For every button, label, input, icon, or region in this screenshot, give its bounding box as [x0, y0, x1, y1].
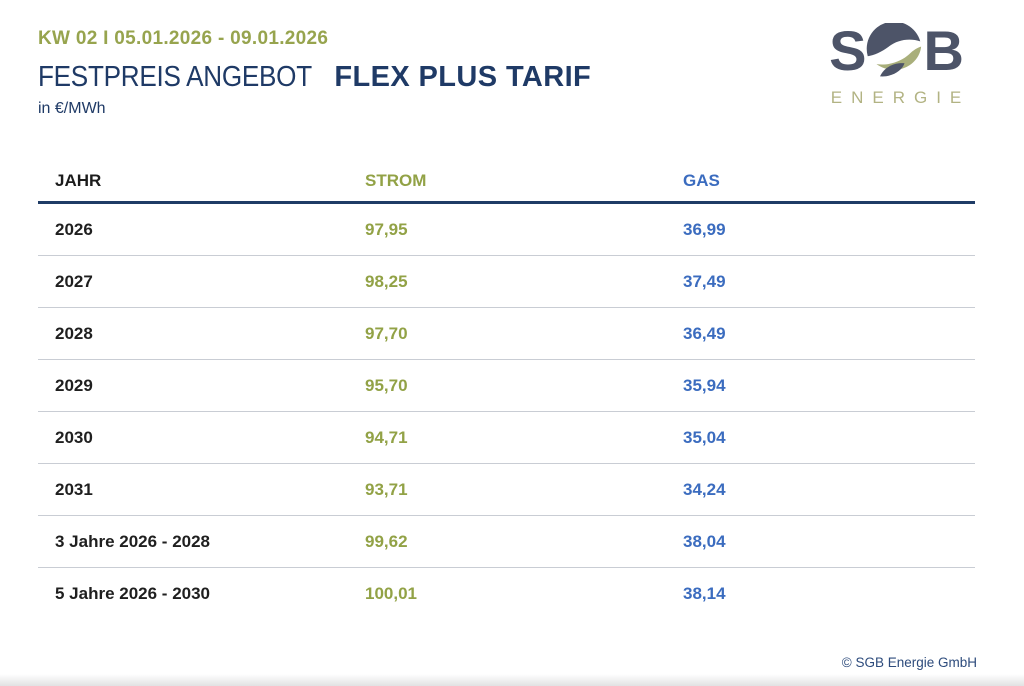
table-row: 5 Jahre 2026 - 2030 100,01 38,14 — [38, 568, 975, 620]
calendar-week-label: KW 02 I 05.01.2026 - 09.01.2026 — [38, 28, 329, 49]
table-row: 2026 97,95 36,99 — [38, 204, 975, 256]
row-label: 2030 — [55, 427, 93, 447]
gas-value: 35,04 — [683, 427, 726, 447]
page-title-regular: FESTPREIS ANGEBOT — [38, 61, 312, 93]
logo-subtitle: ENERGIE — [830, 88, 971, 107]
logo-leaf-g-icon — [867, 23, 922, 77]
page-title-bold: FLEX PLUS TARIF — [334, 61, 592, 93]
price-table: JAHR STROM GAS 2026 97,95 36,99 2027 98,… — [38, 160, 975, 620]
row-label: 2026 — [55, 219, 93, 239]
logo-letter-s: S — [829, 19, 866, 82]
strom-value: 98,25 — [365, 271, 408, 291]
table-header-row: JAHR STROM GAS — [38, 160, 975, 204]
column-header-jahr: JAHR — [55, 170, 102, 190]
strom-value: 97,70 — [365, 323, 408, 343]
row-label: 2031 — [55, 479, 93, 499]
sgb-energie-logo: S B ENERGIE — [812, 22, 980, 108]
gas-value: 38,04 — [683, 531, 726, 551]
gas-value: 34,24 — [683, 479, 726, 499]
row-label: 3 Jahre 2026 - 2028 — [55, 531, 211, 551]
header-section: KW 02 I 05.01.2026 - 09.01.2026 FESTPREI… — [38, 28, 591, 118]
page-title: FESTPREIS ANGEBOT FLEX PLUS TARIF — [38, 61, 592, 93]
gas-value: 38,14 — [683, 584, 726, 603]
table-row: 2030 94,71 35,04 — [38, 412, 975, 464]
unit-label: in €/MWh — [38, 100, 106, 118]
footer-copyright: © SGB Energie GmbH — [841, 655, 977, 670]
gas-value: 37,49 — [683, 271, 726, 291]
gas-value: 36,49 — [683, 323, 726, 343]
logo-wordmark: S B — [812, 22, 980, 80]
strom-value: 97,95 — [365, 219, 408, 239]
logo-letter-b: B — [923, 19, 963, 82]
table-row: 2027 98,25 37,49 — [38, 256, 975, 308]
table-row: 3 Jahre 2026 - 2028 99,62 38,04 — [38, 516, 975, 568]
strom-value: 93,71 — [365, 479, 408, 499]
row-label: 2029 — [55, 375, 93, 395]
gas-value: 35,94 — [683, 375, 726, 395]
strom-value: 100,01 — [365, 584, 417, 603]
strom-value: 99,62 — [365, 531, 408, 551]
table-row: 2029 95,70 35,94 — [38, 360, 975, 412]
row-label: 2028 — [55, 323, 93, 343]
row-label: 5 Jahre 2026 - 2030 — [55, 584, 211, 603]
table-row: 2031 93,71 34,24 — [38, 464, 975, 516]
column-header-gas: GAS — [683, 170, 720, 190]
strom-value: 94,71 — [365, 427, 408, 447]
gas-value: 36,99 — [683, 219, 726, 239]
table-row: 2028 97,70 36,49 — [38, 308, 975, 360]
column-header-strom: STROM — [365, 170, 427, 190]
bottom-edge-shadow — [0, 674, 1024, 686]
strom-value: 95,70 — [365, 375, 408, 395]
row-label: 2027 — [55, 271, 93, 291]
